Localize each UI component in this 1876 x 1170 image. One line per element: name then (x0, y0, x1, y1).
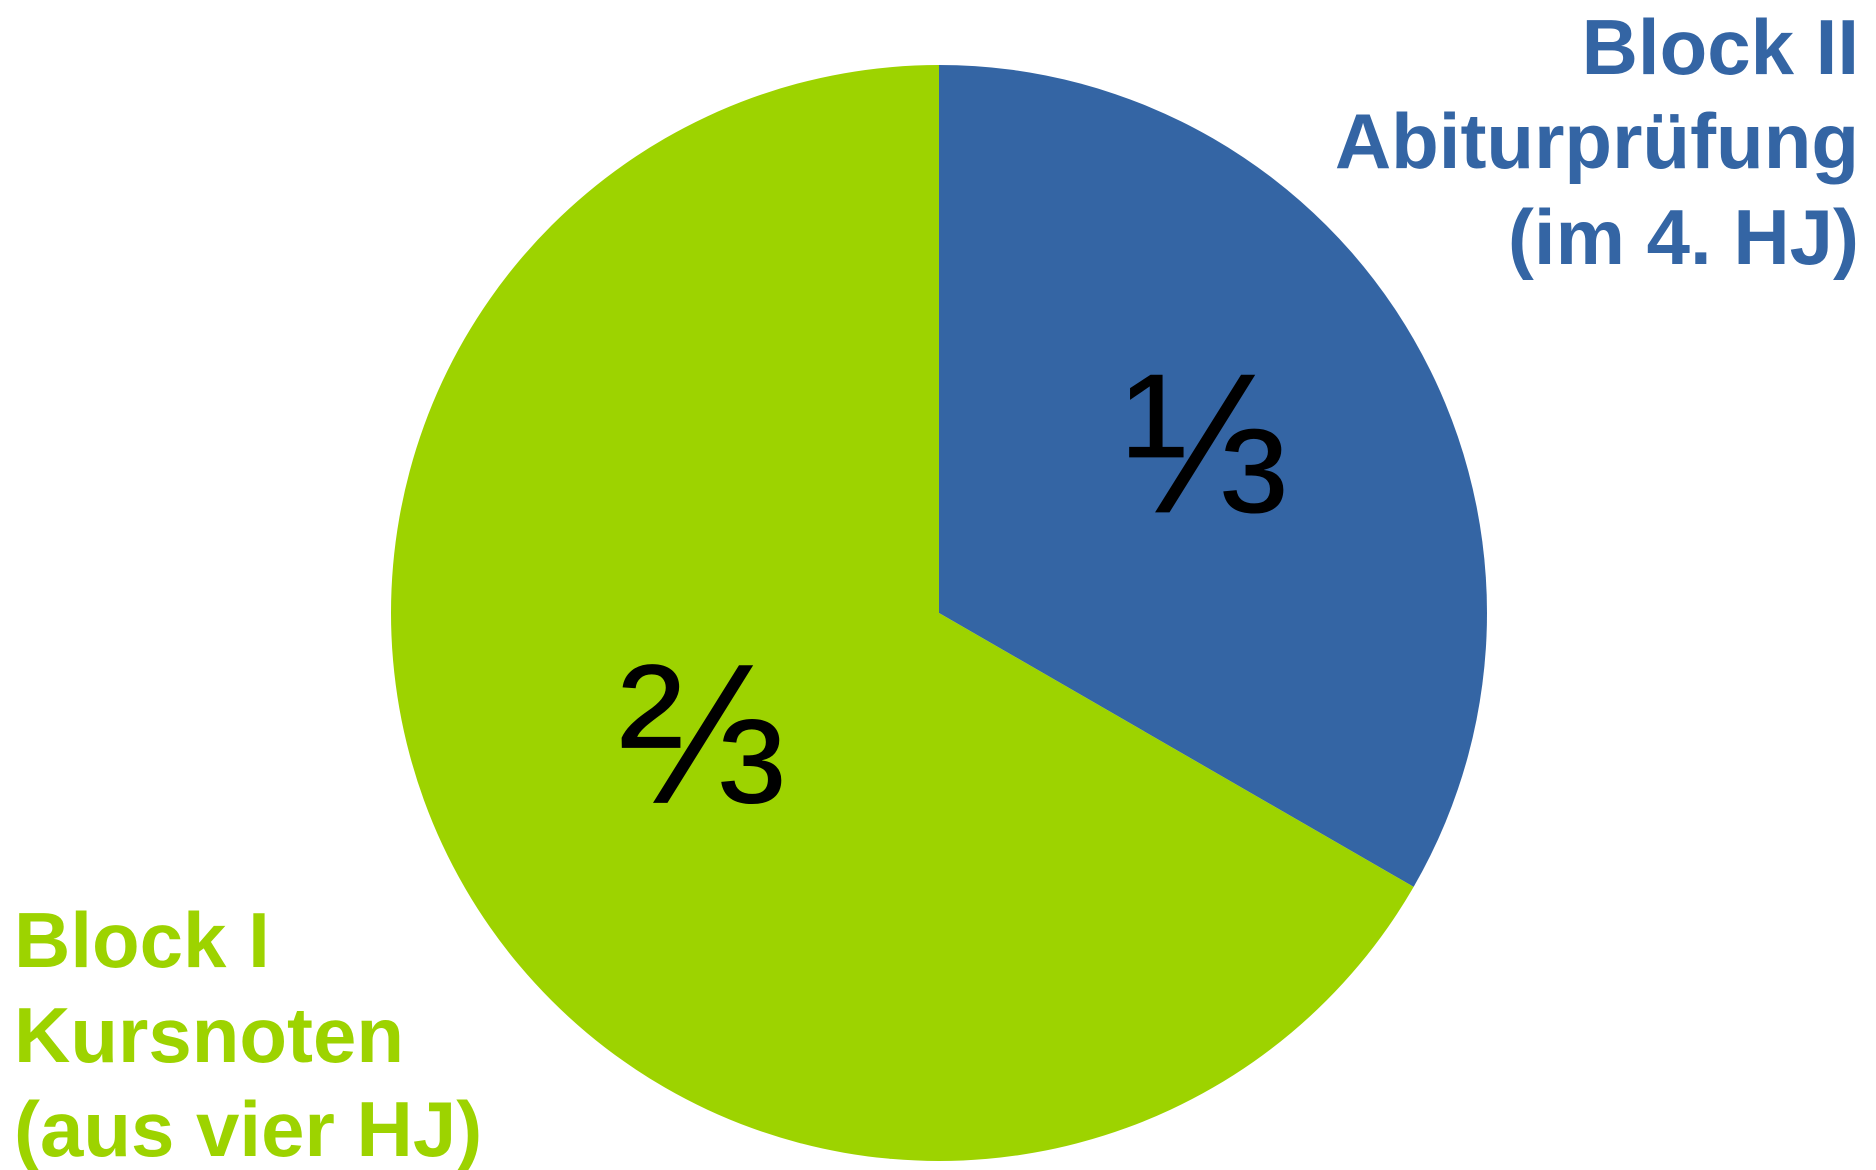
category-label: (aus vier HJ) (14, 1085, 482, 1170)
category-label: Abiturprüfung (1335, 97, 1859, 185)
pie-slice (390, 65, 1414, 1161)
value-label: ⅓ (1121, 332, 1288, 555)
category-label: (im 4. HJ) (1508, 193, 1859, 281)
category-label: Kursnoten (14, 991, 404, 1079)
category-label: Block I (14, 896, 270, 984)
category-label: Block II (1582, 3, 1859, 91)
pie-slice (939, 65, 1488, 887)
value-label: ⅔ (618, 623, 785, 846)
